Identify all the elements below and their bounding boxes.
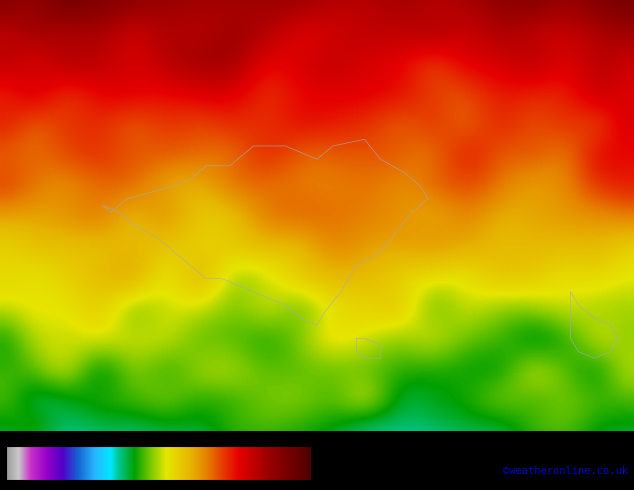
Text: Temperature Low (2m) [°C] ECMWF: Temperature Low (2m) [°C] ECMWF bbox=[6, 436, 227, 448]
Text: ©weatheronline.co.uk: ©weatheronline.co.uk bbox=[503, 466, 628, 476]
Text: Sa 11-05-2024 00:00 UTC (00+240): Sa 11-05-2024 00:00 UTC (00+240) bbox=[399, 436, 628, 448]
